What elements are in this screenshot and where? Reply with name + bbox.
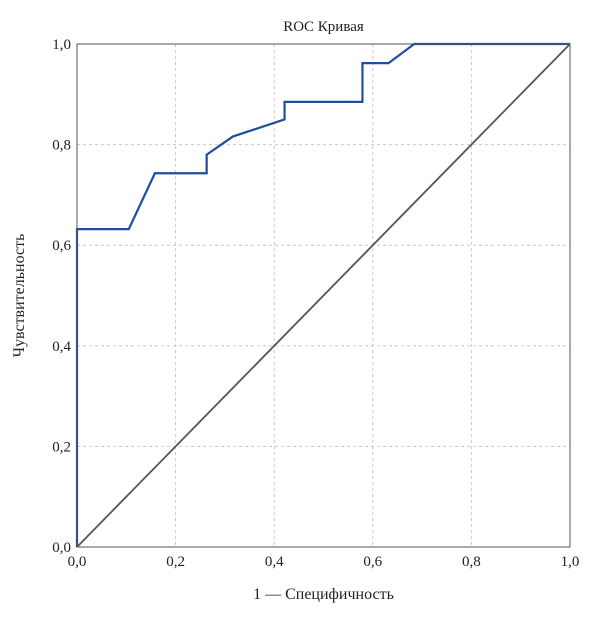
y-tick-label: 0,6 xyxy=(52,238,71,254)
grid-lines xyxy=(77,44,570,547)
y-tick-labels: 0,0 0,2 0,4 0,6 0,8 1,0 xyxy=(52,37,71,556)
series-layer xyxy=(75,42,571,548)
x-tick-label: 0,4 xyxy=(265,554,284,570)
y-tick-label: 0,2 xyxy=(52,439,71,455)
y-tick-label: 1,0 xyxy=(52,37,71,53)
y-tick-label: 0,4 xyxy=(52,339,71,355)
x-tick-label: 1,0 xyxy=(561,554,580,570)
roc-curve-line xyxy=(75,42,570,547)
y-tick-label: 0,8 xyxy=(52,138,71,154)
x-tick-label: 0,2 xyxy=(166,554,185,570)
diagonal-reference-line xyxy=(76,43,571,548)
x-tick-label: 0,0 xyxy=(68,554,87,570)
x-tick-label: 0,8 xyxy=(462,554,481,570)
x-axis-title: 1 — Специфичность xyxy=(253,586,394,603)
x-tick-label: 0,6 xyxy=(363,554,382,570)
chart-title: ROC Кривая xyxy=(283,19,364,35)
y-tick-label: 0,0 xyxy=(52,540,71,556)
x-tick-labels: 0,0 0,2 0,4 0,6 0,8 1,0 xyxy=(68,554,580,570)
plot-frame xyxy=(76,43,571,548)
y-axis-title: Чувствительность xyxy=(11,234,28,358)
